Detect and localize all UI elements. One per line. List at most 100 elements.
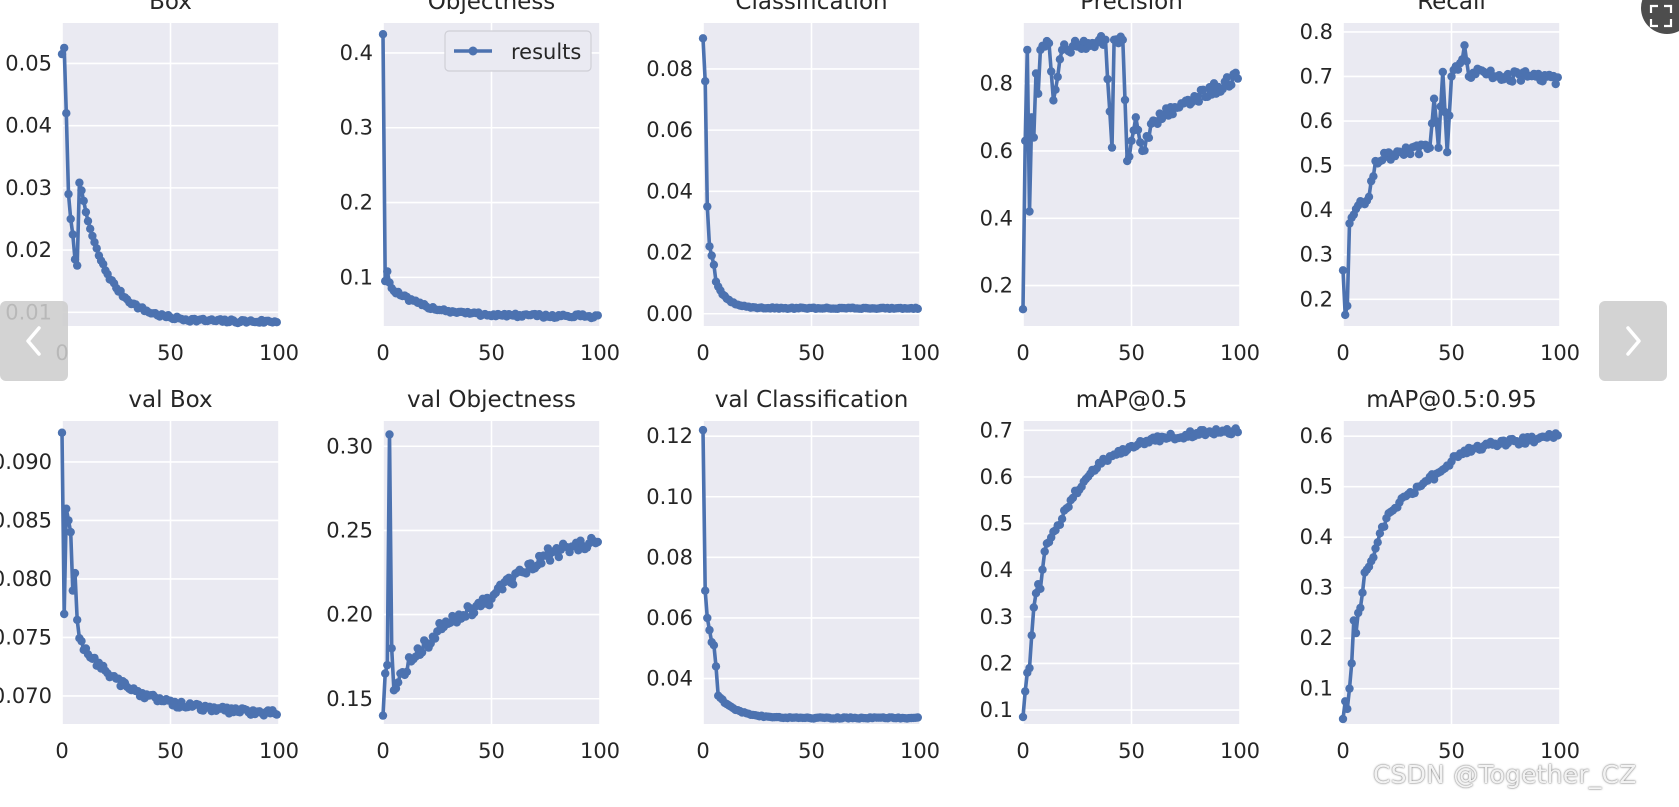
data-point [1351,628,1361,638]
data-point [1534,69,1543,79]
x-tick-label: 50 [1438,341,1465,365]
y-tick-label: 0.06 [646,118,693,142]
data-point [537,559,546,568]
y-tick-label: 0.4 [1300,198,1333,222]
data-point [509,580,518,589]
data-point [73,261,82,270]
data-point [1438,67,1448,77]
data-point [417,648,427,657]
data-point [593,537,602,547]
data-point [1356,603,1365,613]
y-tick-label: 0.5 [980,512,1013,536]
data-point [1373,538,1382,547]
data-point [1445,111,1454,120]
data-point [92,244,101,253]
chevron-right-icon [1626,326,1641,356]
x-tick-label: 100 [259,739,299,763]
data-point [1462,57,1471,66]
data-point [1105,107,1115,116]
data-point [1027,631,1036,640]
data-point [1049,96,1058,105]
y-tick-label: 0.3 [980,605,1013,629]
chart-title: val Classification [715,387,909,413]
watermark-text: CSDN @Together_CZ [1373,760,1637,789]
chart-val-classification: 0 50 100 0.04 0.06 0.08 0.10 0.12 val Classifica… [646,387,940,763]
x-tick-label: 0 [376,341,389,365]
data-point [705,242,714,251]
y-tick-label: 0.3 [1300,576,1333,600]
data-point [1029,603,1039,612]
data-point [1136,138,1145,147]
data-point [62,504,71,513]
data-point [1125,152,1134,161]
x-tick-label: 50 [1118,739,1145,763]
legend: results [444,30,592,72]
data-point [378,711,388,720]
data-point [701,586,710,595]
data-point [1369,553,1378,562]
x-tick-label: 100 [900,739,940,763]
y-tick-label: 0.4 [980,206,1013,230]
y-tick-label: 0.06 [646,606,693,630]
x-tick-label: 50 [157,739,184,763]
data-point [545,556,555,565]
data-point [554,552,563,562]
data-point [1053,72,1062,82]
data-point [1508,77,1517,86]
data-point [1057,514,1067,524]
data-point [1198,85,1208,95]
legend-box [444,30,592,72]
data-point [1358,588,1367,597]
x-tick-label: 50 [1438,739,1465,763]
data-point [1027,113,1036,122]
y-tick-label: 0.2 [980,274,1013,298]
data-point [709,641,719,650]
data-point [522,569,531,578]
chart-title: Recall [1417,0,1486,15]
x-tick-label: 50 [478,341,505,365]
y-tick-label: 0.7 [1300,64,1333,88]
chart-title: Objectness [428,0,556,15]
data-point [461,612,470,621]
data-point [387,644,396,653]
y-tick-label: 0.080 [0,567,52,591]
y-tick-label: 0.5 [1300,475,1333,499]
x-tick-label: 100 [580,739,620,763]
chart-title: mAP@0.5:0.95 [1366,387,1537,413]
data-point [79,196,88,206]
data-point [1347,659,1356,668]
chart-classification: 0 50 100 0.00 0.02 0.04 0.06 0.08 Classification [646,0,940,365]
data-point [1486,66,1495,75]
data-point [1018,712,1028,722]
data-point [703,613,712,623]
data-point [711,662,721,671]
data-point [469,608,479,618]
data-point [83,216,93,226]
y-tick-label: 0.08 [646,57,693,81]
data-point [77,636,86,646]
y-tick-label: 0.2 [1300,287,1333,311]
data-point [1040,547,1049,556]
data-point [593,311,602,320]
data-point [272,318,281,327]
previous-image-button[interactable] [0,301,68,381]
y-tick-label: 0.090 [0,450,52,474]
x-tick-label: 100 [1220,341,1260,365]
x-tick-label: 100 [580,341,620,365]
chart-title: Precision [1080,0,1183,15]
x-tick-label: 50 [798,341,825,365]
next-image-button[interactable] [1599,301,1667,381]
y-tick-label: 0.075 [0,625,52,649]
data-point [1425,143,1435,152]
chart-precision: 0 50 100 0.2 0.4 0.6 0.8 Precision [980,0,1260,365]
data-point [1107,143,1117,152]
data-point [1369,172,1378,181]
data-point [1025,207,1034,216]
legend-label: results [511,40,581,64]
data-point [1233,74,1243,83]
data-point [272,710,281,719]
data-point [1218,85,1227,94]
data-point [1227,80,1236,90]
x-tick-label: 100 [900,341,940,365]
